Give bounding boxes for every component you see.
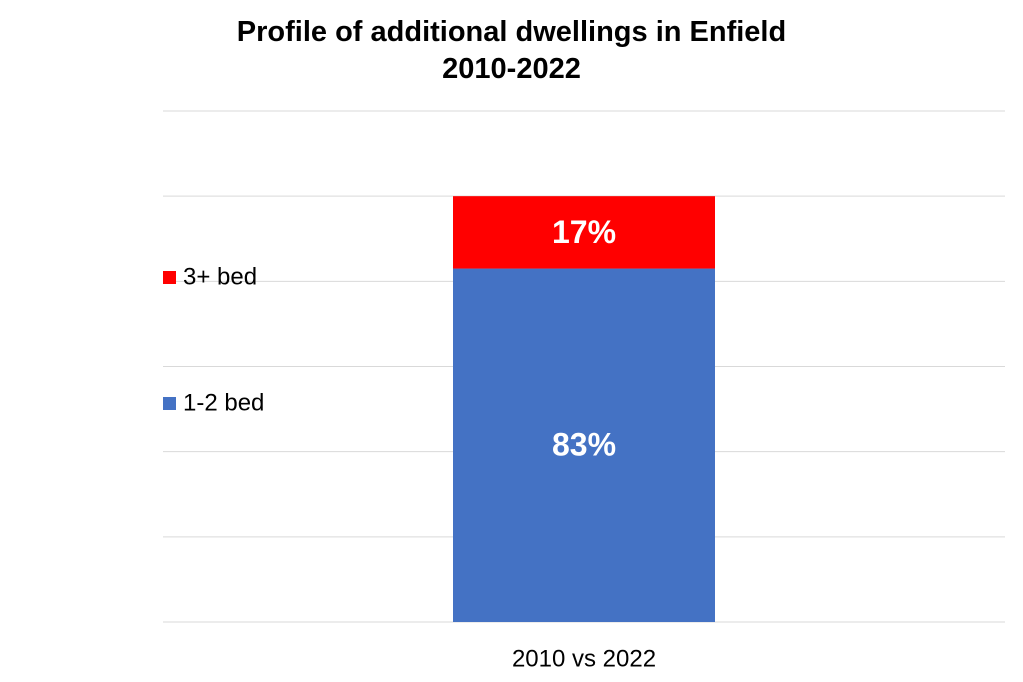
chart-title: Profile of additional dwellings in Enfie…: [236, 16, 787, 85]
legend-label: 1-2 bed: [183, 389, 264, 416]
data-label: 83%: [552, 427, 616, 463]
x-tick-label: 2010 vs 2022: [512, 645, 656, 672]
legend-label: 3+ bed: [183, 263, 257, 290]
bar-segment: [453, 268, 715, 622]
legend-swatch: [163, 271, 176, 284]
data-label: 17%: [552, 214, 616, 250]
bar-segment: [453, 196, 715, 269]
legend-swatch: [163, 397, 176, 410]
